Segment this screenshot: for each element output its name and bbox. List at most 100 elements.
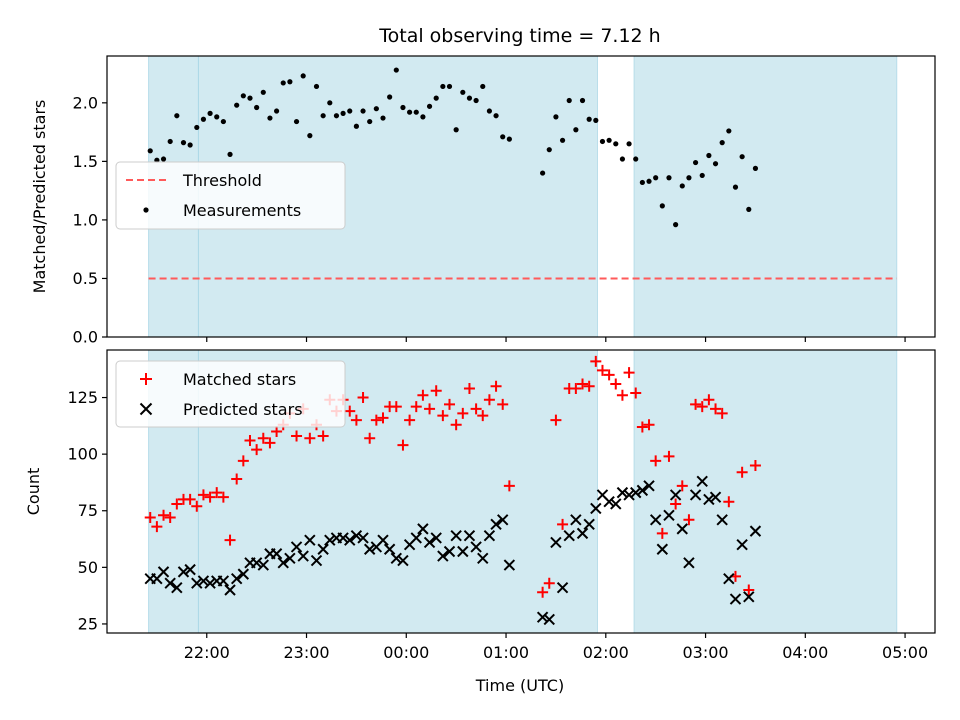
data-point bbox=[157, 566, 170, 578]
data-point bbox=[690, 398, 702, 410]
data-point bbox=[686, 175, 692, 181]
data-point bbox=[670, 498, 682, 510]
data-point bbox=[463, 382, 475, 394]
chart-title: Total observing time = 7.12 h bbox=[378, 25, 660, 47]
data-point bbox=[344, 534, 356, 546]
data-point bbox=[297, 550, 309, 562]
data-point bbox=[320, 113, 326, 119]
data-point bbox=[570, 514, 582, 526]
data-point bbox=[370, 414, 382, 426]
data-point bbox=[444, 398, 456, 410]
data-point bbox=[393, 67, 399, 73]
data-point bbox=[643, 480, 655, 492]
data-point bbox=[457, 545, 469, 558]
data-point bbox=[327, 100, 333, 106]
data-point bbox=[373, 106, 379, 112]
y-tick-label: 125 bbox=[67, 388, 98, 407]
series-measurements bbox=[147, 67, 759, 228]
data-point bbox=[477, 552, 489, 564]
data-point bbox=[377, 412, 389, 424]
data-point bbox=[699, 172, 705, 179]
data-point bbox=[417, 389, 429, 401]
data-point bbox=[606, 137, 612, 143]
data-point bbox=[271, 426, 283, 438]
data-point bbox=[663, 509, 675, 521]
data-point bbox=[649, 514, 662, 526]
data-point bbox=[144, 512, 156, 524]
data-point bbox=[643, 419, 655, 431]
data-point bbox=[273, 108, 280, 114]
data-point bbox=[350, 414, 362, 426]
data-point bbox=[230, 572, 243, 585]
data-point bbox=[490, 518, 502, 531]
data-point bbox=[307, 133, 313, 139]
data-point bbox=[716, 514, 728, 526]
x-tick-label: 23:00 bbox=[283, 643, 329, 662]
data-point bbox=[630, 486, 642, 499]
data-point bbox=[676, 523, 688, 535]
data-point bbox=[180, 140, 187, 146]
data-point bbox=[577, 378, 589, 390]
legend-box bbox=[115, 161, 346, 230]
data-point bbox=[736, 538, 748, 551]
data-point bbox=[204, 577, 216, 589]
data-point bbox=[653, 175, 659, 181]
data-point bbox=[593, 117, 599, 123]
data-point bbox=[559, 137, 566, 143]
data-point bbox=[676, 480, 688, 492]
data-point bbox=[540, 170, 546, 176]
data-point bbox=[450, 529, 462, 542]
data-point bbox=[410, 532, 422, 544]
data-point bbox=[500, 134, 506, 140]
data-point bbox=[749, 459, 761, 471]
data-point bbox=[483, 529, 496, 542]
y-tick-label: 0.5 bbox=[73, 269, 98, 288]
data-point bbox=[264, 437, 276, 449]
data-point bbox=[503, 480, 515, 492]
axes-frame bbox=[106, 55, 936, 338]
data-point bbox=[613, 141, 619, 147]
data-point bbox=[350, 529, 363, 542]
data-point bbox=[623, 489, 635, 501]
data-point bbox=[410, 401, 422, 413]
data-point bbox=[200, 116, 207, 122]
data-point bbox=[293, 118, 300, 125]
data-point bbox=[709, 491, 722, 503]
data-point bbox=[556, 582, 569, 594]
x-tick-label: 22:00 bbox=[184, 643, 230, 662]
data-point bbox=[234, 102, 240, 108]
data-point bbox=[623, 367, 635, 379]
data-point bbox=[380, 115, 386, 121]
data-point bbox=[726, 128, 732, 134]
data-point bbox=[420, 114, 426, 120]
data-point bbox=[550, 414, 562, 426]
data-point bbox=[703, 394, 715, 406]
data-point bbox=[260, 89, 266, 95]
data-point bbox=[706, 152, 712, 159]
y-tick-label: 0.0 bbox=[73, 328, 98, 347]
data-point bbox=[497, 398, 509, 410]
series-predicted-stars bbox=[144, 475, 762, 626]
data-point bbox=[583, 518, 595, 531]
data-point bbox=[573, 127, 579, 133]
data-point bbox=[417, 523, 429, 535]
data-point bbox=[347, 108, 353, 114]
data-point bbox=[463, 529, 476, 542]
data-point bbox=[689, 489, 702, 501]
data-point bbox=[277, 557, 289, 569]
data-point bbox=[546, 147, 552, 153]
legend-plus-icon bbox=[140, 373, 152, 385]
data-point bbox=[426, 103, 433, 109]
data-point bbox=[440, 83, 446, 90]
data-point bbox=[377, 534, 389, 546]
data-point bbox=[177, 566, 190, 578]
data-point bbox=[557, 518, 569, 530]
data-point bbox=[663, 450, 675, 462]
data-point bbox=[184, 493, 196, 505]
data-point bbox=[752, 165, 759, 171]
data-point bbox=[566, 97, 572, 104]
data-point bbox=[696, 475, 708, 488]
data-point bbox=[590, 502, 602, 515]
data-point bbox=[158, 509, 170, 521]
